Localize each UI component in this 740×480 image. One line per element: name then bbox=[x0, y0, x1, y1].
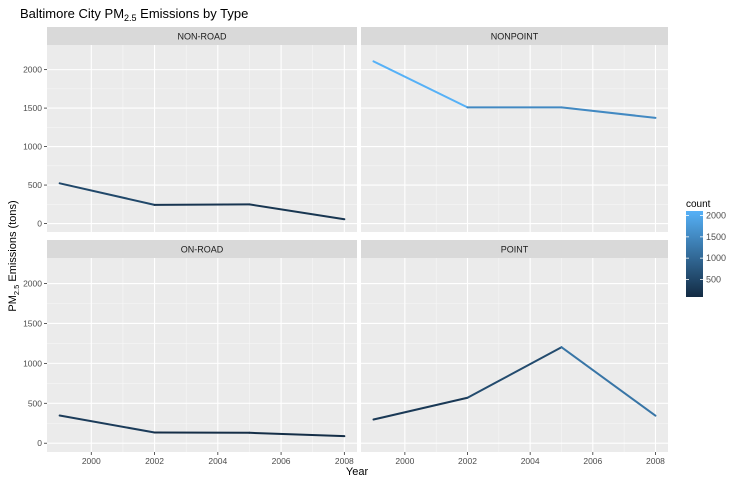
y-tick-label: 1500 bbox=[23, 103, 42, 113]
series-line-segment bbox=[560, 106, 657, 119]
facet-strip bbox=[361, 240, 668, 258]
legend-tick-label: 500 bbox=[706, 274, 721, 284]
legend-colorbar bbox=[686, 211, 703, 297]
legend-tick-label: 1500 bbox=[706, 232, 726, 242]
y-tick-label: 500 bbox=[28, 180, 42, 190]
facet-strip bbox=[47, 27, 357, 45]
series-line-segment bbox=[58, 414, 156, 434]
y-tick-label: 0 bbox=[37, 219, 42, 229]
x-axis-title: Year bbox=[346, 466, 369, 478]
plot-background bbox=[47, 258, 357, 452]
x-tick-label: 2000 bbox=[395, 456, 414, 466]
panel-non-road: NON-ROAD 0 500 1000 1500 2000 bbox=[23, 27, 357, 232]
y-tick-label: 2000 bbox=[23, 65, 42, 75]
x-tick-label: 2002 bbox=[145, 456, 164, 466]
y-tick-label: 1000 bbox=[23, 142, 42, 152]
x-tick-label: 2002 bbox=[458, 456, 477, 466]
panel-on-road: ON-ROAD 0 500 1000 1500 2000 2000 2002 2004 2006 2… bbox=[23, 240, 357, 466]
x-tick-label: 2004 bbox=[208, 456, 227, 466]
series-line-segment bbox=[372, 396, 469, 421]
series-line-segment bbox=[560, 346, 657, 417]
y-tick-label: 1000 bbox=[23, 358, 42, 368]
series-line-segment bbox=[466, 346, 563, 399]
panel-nonpoint: NONPOINT bbox=[361, 27, 668, 232]
legend-tick-label: 2000 bbox=[706, 211, 726, 221]
panel-point: POINT 2000 2002 2004 2006 2008 bbox=[361, 240, 668, 466]
legend-title: count bbox=[686, 199, 711, 210]
y-tick-label: 500 bbox=[28, 398, 42, 408]
series-line-segment bbox=[372, 60, 469, 109]
x-tick-label: 2000 bbox=[82, 456, 101, 466]
plot-background bbox=[361, 45, 668, 232]
series-line-segment bbox=[58, 182, 156, 206]
facet-label: ON-ROAD bbox=[181, 245, 224, 255]
x-tick-label: 2004 bbox=[521, 456, 540, 466]
y-tick-label: 2000 bbox=[23, 279, 42, 289]
x-tick-label: 2006 bbox=[272, 456, 291, 466]
color-legend: count 500 1000 1500 2000 bbox=[686, 199, 726, 297]
series-line-segment bbox=[248, 203, 346, 221]
y-tick-label: 1500 bbox=[23, 318, 42, 328]
series-line-segment bbox=[248, 431, 346, 438]
x-tick-label: 2008 bbox=[335, 456, 354, 466]
chart-title: Baltimore City PM2.5 Emissions by Type bbox=[20, 6, 248, 23]
facet-label: POINT bbox=[501, 245, 529, 255]
y-tick-label: 0 bbox=[37, 438, 42, 448]
plot-background bbox=[47, 45, 357, 232]
facet-strip bbox=[361, 27, 668, 45]
x-tick-label: 2006 bbox=[583, 456, 602, 466]
facet-label: NON-ROAD bbox=[178, 32, 227, 42]
facet-strip bbox=[47, 240, 357, 258]
facet-label: NONPOINT bbox=[491, 32, 539, 42]
x-tick-label: 2008 bbox=[646, 456, 665, 466]
plot-background bbox=[361, 258, 668, 452]
legend-tick-label: 1000 bbox=[706, 253, 726, 263]
y-axis-title: PM2.5 Emissions (tons) bbox=[7, 200, 21, 311]
